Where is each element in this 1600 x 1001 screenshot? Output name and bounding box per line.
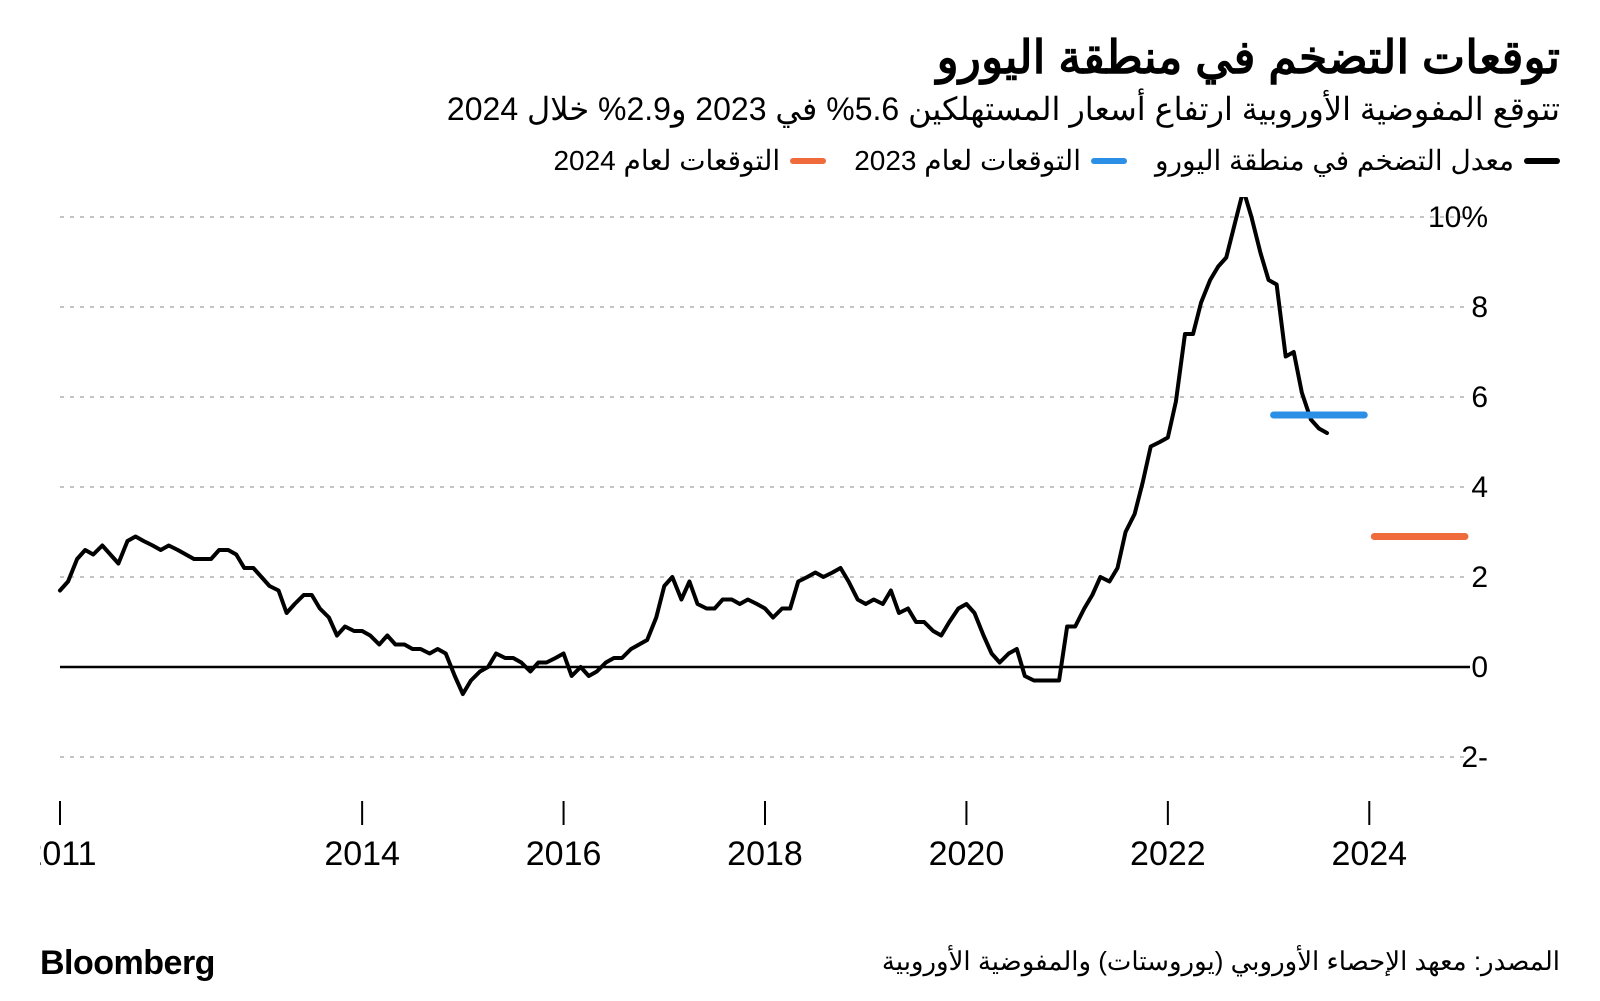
brand-label: Bloomberg [40,944,215,983]
chart-container: توقعات التضخم في منطقة اليورو تتوقع المف… [0,0,1600,1001]
series-inflation [60,197,1327,694]
legend-label: معدل التضخم في منطقة اليورو [1155,144,1514,177]
legend-swatch [790,158,826,164]
chart-area: -2 0 2 4 6 8 10% 2011 2014 2016 2018 2020 2022 2024 [40,197,1560,877]
legend-item: التوقعات لعام 2023 [854,144,1127,177]
legend-label: التوقعات لعام 2024 [553,144,780,177]
x-tick-label: 2014 [324,835,400,873]
chart-svg: -2 0 2 4 6 8 10% 2011 2014 2016 2018 2020 2022 2024 [40,197,1560,877]
x-tick-label: 2020 [929,835,1005,873]
y-tick-label: 10% [1428,201,1488,234]
source-label: المصدر: معهد الإحصاء الأوروبي (يوروستات)… [882,946,1560,977]
x-tick-label: 2018 [727,835,803,873]
y-tick-label: 4 [1471,471,1488,504]
legend-item: التوقعات لعام 2024 [553,144,826,177]
legend-swatch [1524,158,1560,164]
x-tick-label: 2022 [1130,835,1206,873]
legend-label: التوقعات لعام 2023 [854,144,1081,177]
y-tick-label: 8 [1471,291,1488,324]
y-tick-label: 6 [1471,381,1488,414]
legend-item: معدل التضخم في منطقة اليورو [1155,144,1560,177]
y-tick-label: -2 [1461,741,1488,774]
y-tick-label: 2 [1471,561,1488,594]
y-tick-label: 0 [1471,651,1488,684]
x-tick-label: 2016 [526,835,602,873]
x-tick-label: 2011 [40,835,97,873]
chart-subtitle: تتوقع المفوضية الأوروبية ارتفاع أسعار ال… [40,90,1560,128]
x-tick-label: 2024 [1331,835,1407,873]
legend-swatch [1091,158,1127,164]
legend: معدل التضخم في منطقة اليورو التوقعات لعام… [40,144,1560,177]
chart-title: توقعات التضخم في منطقة اليورو [40,30,1560,84]
